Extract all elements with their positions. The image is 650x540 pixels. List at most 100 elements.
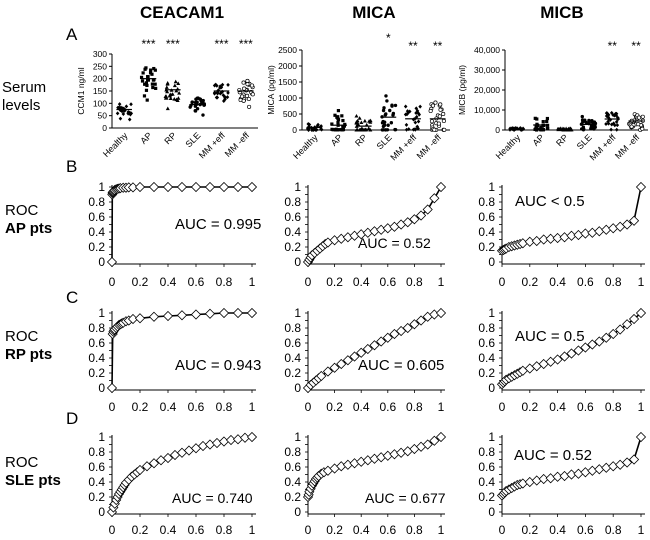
data-point (126, 111, 130, 116)
data-point (609, 122, 614, 127)
roc-point (389, 328, 400, 340)
roc-point (162, 310, 174, 322)
roc-y-tick-label: 0.8 (284, 321, 301, 335)
roc-x-tick-label: 0.8 (605, 400, 622, 414)
data-point (245, 93, 250, 98)
data-point (115, 111, 120, 116)
roc-y-tick-label: 1 (98, 180, 105, 194)
roc-y-tick-label: 0.8 (88, 321, 105, 335)
roc-y-tick-label: 1 (488, 306, 495, 320)
data-point (403, 104, 408, 109)
roc-x-tick-label: 0.8 (216, 523, 233, 537)
roc-point (134, 181, 146, 193)
data-point (172, 83, 177, 88)
data-point (590, 120, 594, 124)
data-point (146, 74, 150, 79)
data-point (218, 91, 223, 96)
data-point (242, 86, 247, 91)
roc-y-tick-label: 0 (294, 255, 301, 269)
roc-point (218, 181, 230, 193)
roc-point (396, 325, 407, 337)
roc-y-tick-label: 0.6 (284, 210, 301, 224)
auc-label: AUC = 0.995 (175, 216, 261, 233)
roc-y-tick-label: 0.8 (88, 445, 105, 459)
roc-y-tick-label: 0.2 (88, 490, 105, 504)
roc-point (316, 370, 327, 382)
row-label-sle-1: ROC (5, 454, 39, 471)
y-tick-label: 150 (93, 86, 107, 96)
roc-y-tick-label: 0 (294, 381, 301, 395)
data-point (164, 85, 169, 89)
data-point (240, 94, 245, 99)
roc-point (552, 354, 563, 365)
data-point (368, 118, 373, 123)
roc-y-tick-label: 0 (98, 255, 105, 269)
auc-label: AUC < 0.5 (515, 193, 585, 210)
data-point (336, 115, 340, 119)
data-point (190, 100, 195, 104)
data-point (213, 82, 218, 87)
data-point (406, 127, 411, 132)
roc-point (545, 473, 556, 484)
data-point (414, 111, 418, 116)
data-point (385, 128, 390, 132)
roc-point (594, 336, 605, 347)
roc-point (232, 307, 244, 319)
data-point (153, 82, 157, 86)
roc-point (148, 181, 160, 193)
roc-y-tick-label: 0.2 (478, 490, 495, 504)
y-tick-label: 250 (93, 61, 107, 71)
column-title-ceacam1: CEACAM1 (140, 3, 224, 22)
category-label: AP (531, 132, 547, 148)
data-point (403, 112, 408, 117)
category-label: SLE (575, 132, 594, 151)
data-point (539, 128, 543, 132)
significance-label: *** (214, 37, 228, 51)
category-label: MM +eff (388, 132, 418, 162)
data-point (193, 109, 198, 113)
roc-point (429, 435, 440, 446)
roc-point (409, 319, 420, 330)
roc-x-tick-label: 0.6 (379, 400, 396, 414)
roc-y-tick-label: 0 (98, 381, 105, 395)
data-point (215, 91, 220, 96)
data-point (195, 107, 200, 111)
roc-x-tick-label: 0.6 (577, 523, 594, 537)
y-tick-label: 500 (283, 109, 297, 119)
y-tick-label: 2500 (278, 45, 297, 55)
roc-point (601, 332, 612, 343)
data-point (174, 88, 179, 93)
roc-y-tick-label: 0.4 (88, 351, 105, 365)
roc-point (601, 224, 612, 235)
data-point (539, 126, 543, 130)
data-point (246, 96, 251, 102)
auc-label: AUC = 0.605 (358, 357, 444, 374)
auc-label: AUC = 0.677 (365, 490, 446, 506)
data-point (150, 72, 154, 76)
roc-point (176, 181, 188, 193)
significance-label: ** (631, 39, 641, 53)
data-point (580, 114, 584, 119)
roc-point (622, 319, 633, 330)
data-point (245, 82, 250, 87)
category-label: RP (554, 132, 570, 148)
roc-y-tick-label: 0.6 (478, 336, 495, 350)
data-point (212, 83, 217, 88)
data-point (341, 118, 345, 123)
category-label: RP (162, 130, 178, 146)
data-point (534, 125, 539, 129)
roc-point (524, 476, 535, 488)
roc-y-tick-label: 0.4 (284, 351, 301, 365)
data-point (636, 122, 641, 127)
data-point (541, 120, 545, 124)
data-point (587, 118, 591, 123)
roc-x-tick-label: 0.2 (521, 400, 538, 414)
data-point (354, 113, 359, 118)
data-point (366, 126, 371, 130)
roc-y-tick-label: 0.6 (478, 210, 495, 224)
roc-y-tick-label: 0.2 (284, 366, 301, 380)
data-point (389, 121, 394, 125)
data-point (640, 114, 645, 119)
roc-y-tick-label: 1 (488, 180, 495, 194)
data-point (611, 113, 615, 118)
